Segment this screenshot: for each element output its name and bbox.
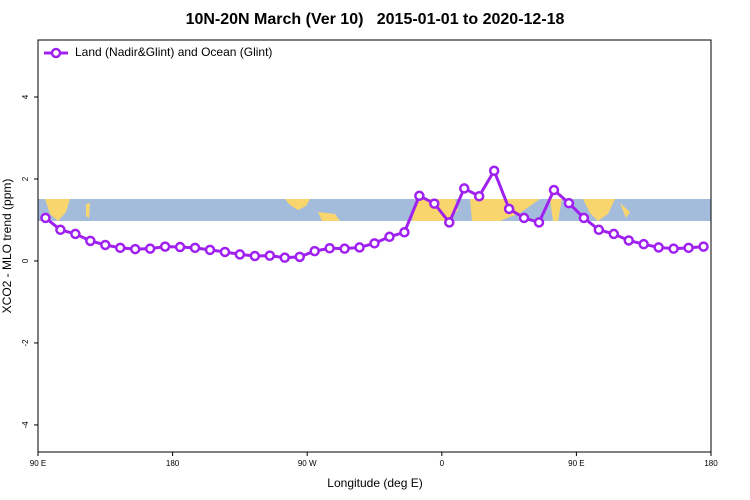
- data-point: [683, 242, 694, 254]
- data-point: [608, 228, 620, 240]
- data-point: [144, 243, 156, 254]
- data-point: [55, 224, 66, 236]
- data-point: [429, 198, 440, 209]
- data-point: [623, 235, 634, 246]
- data-point: [204, 244, 216, 256]
- data-point: [324, 243, 335, 254]
- data-point: [234, 249, 246, 260]
- data-point: [115, 242, 126, 254]
- x-axis-label: Longitude (deg E): [327, 476, 422, 490]
- data-point: [189, 242, 201, 254]
- y-tick-label: 2: [21, 176, 30, 181]
- data-point: [159, 241, 171, 252]
- legend-label: Land (Nadir&Glint) and Ocean (Glint): [75, 45, 272, 59]
- y-tick-label: -2: [21, 339, 30, 347]
- y-tick-label: -4: [21, 421, 30, 429]
- data-point: [279, 252, 291, 263]
- x-tick-label: 90 E: [30, 459, 46, 468]
- data-point: [488, 165, 500, 177]
- data-point: [698, 241, 709, 252]
- chart-title: 10N-20N March (Ver 10) 2015-01-01 to 202…: [186, 11, 565, 28]
- data-point: [518, 212, 530, 224]
- data-point: [593, 224, 605, 236]
- data-point: [668, 243, 679, 254]
- data-point: [264, 250, 276, 261]
- data-point: [70, 228, 81, 240]
- data-point: [174, 241, 186, 253]
- y-tick-label: 0: [21, 258, 30, 263]
- data-point: [40, 212, 51, 224]
- data-point: [294, 251, 305, 263]
- x-tick-label: 0: [440, 459, 445, 468]
- data-point: [354, 242, 365, 253]
- data-point: [578, 212, 590, 224]
- data-point: [473, 190, 485, 202]
- data-point: [653, 242, 664, 253]
- data-point: [384, 231, 395, 243]
- data-point: [369, 238, 380, 249]
- data-point: [100, 239, 111, 251]
- data-point: [249, 250, 261, 262]
- data-point: [563, 197, 575, 209]
- data-point: [399, 227, 410, 238]
- y-tick-label: 4: [21, 94, 30, 99]
- map-strip: [38, 199, 711, 221]
- data-point: [414, 190, 425, 202]
- x-tick-label: 90 E: [568, 459, 584, 468]
- data-point: [638, 238, 649, 250]
- legend-marker: [50, 47, 62, 59]
- data-point: [219, 246, 231, 258]
- plot-frame: [37, 39, 712, 453]
- data-point: [129, 243, 141, 255]
- data-point: [458, 183, 470, 194]
- data-point: [339, 243, 350, 254]
- x-tick-label: 90 W: [298, 459, 317, 468]
- data-point: [548, 184, 560, 196]
- data-point: [533, 217, 545, 228]
- data-point: [309, 245, 320, 257]
- data-point: [444, 217, 455, 228]
- data-point: [85, 235, 96, 247]
- data-point: [503, 203, 515, 215]
- x-tick-label: 180: [166, 459, 180, 468]
- y-axis-label: XCO2 - MLO trend (ppm): [0, 179, 14, 314]
- x-tick-label: 180: [704, 459, 718, 468]
